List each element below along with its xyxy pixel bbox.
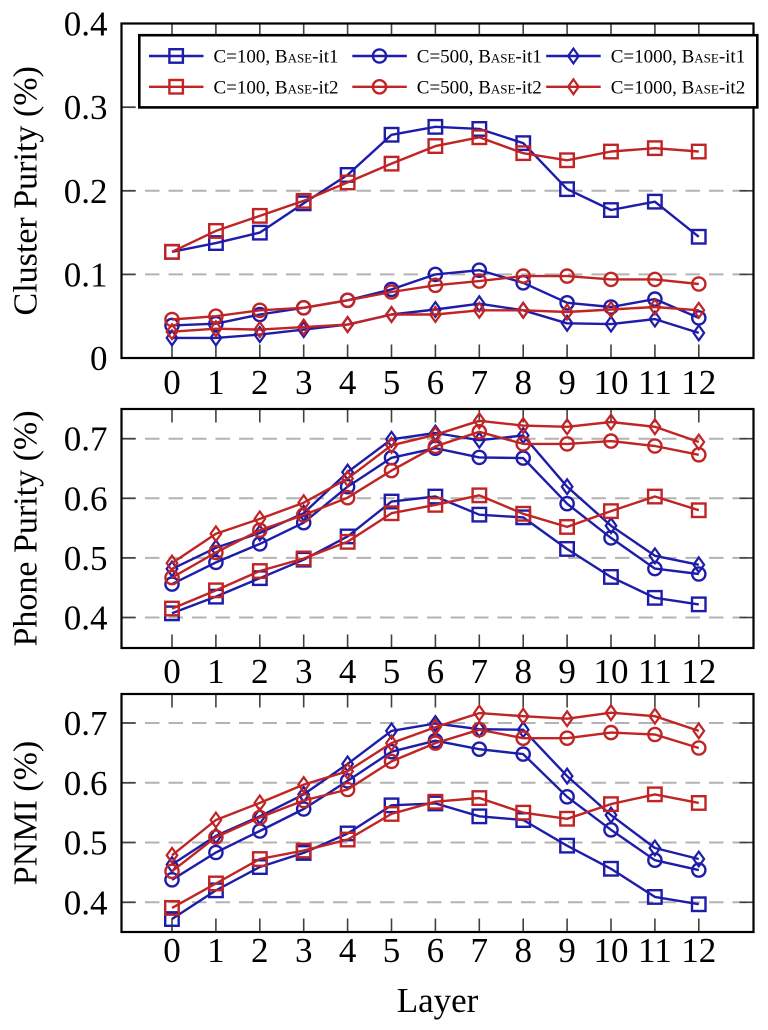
svg-text:0.7: 0.7 (64, 420, 108, 459)
svg-text:0.5: 0.5 (64, 824, 108, 863)
svg-text:7: 7 (471, 931, 489, 970)
svg-text:Phone Purity (%): Phone Purity (%) (8, 410, 45, 646)
svg-text:C=100, Base-it1: C=100, Base-it1 (214, 47, 339, 68)
svg-text:Layer: Layer (397, 981, 479, 1020)
svg-text:0.7: 0.7 (64, 704, 108, 743)
svg-text:8: 8 (514, 652, 532, 691)
svg-text:C=100, Base-it2: C=100, Base-it2 (214, 78, 339, 99)
svg-text:0.4: 0.4 (64, 883, 108, 922)
svg-text:10: 10 (594, 931, 629, 970)
svg-text:0.5: 0.5 (64, 539, 108, 578)
svg-text:8: 8 (514, 931, 532, 970)
svg-text:3: 3 (295, 363, 313, 402)
svg-text:9: 9 (558, 652, 576, 691)
svg-text:10: 10 (594, 652, 629, 691)
svg-text:0.6: 0.6 (64, 764, 108, 803)
svg-text:0.2: 0.2 (64, 172, 108, 211)
svg-text:0.4: 0.4 (64, 599, 108, 638)
svg-text:3: 3 (295, 931, 313, 970)
svg-text:1: 1 (207, 652, 225, 691)
svg-text:5: 5 (383, 363, 401, 402)
svg-text:3: 3 (295, 652, 313, 691)
svg-text:9: 9 (558, 931, 576, 970)
svg-text:11: 11 (638, 652, 672, 691)
svg-text:6: 6 (427, 363, 445, 402)
svg-text:7: 7 (471, 652, 489, 691)
svg-text:PNMI (%): PNMI (%) (8, 741, 45, 885)
svg-text:4: 4 (339, 652, 357, 691)
svg-text:0.4: 0.4 (64, 5, 108, 44)
svg-text:8: 8 (514, 363, 532, 402)
svg-text:5: 5 (383, 652, 401, 691)
svg-text:2: 2 (251, 652, 269, 691)
svg-text:0: 0 (90, 339, 108, 378)
svg-text:10: 10 (594, 363, 629, 402)
svg-text:9: 9 (558, 363, 576, 402)
svg-text:1: 1 (207, 363, 225, 402)
svg-text:12: 12 (681, 931, 716, 970)
svg-text:0: 0 (163, 652, 181, 691)
svg-text:C=1000, Base-it2: C=1000, Base-it2 (611, 78, 746, 99)
svg-text:12: 12 (681, 363, 716, 402)
svg-text:C=500, Base-it2: C=500, Base-it2 (417, 78, 542, 99)
svg-text:12: 12 (681, 652, 716, 691)
svg-text:0: 0 (163, 363, 181, 402)
svg-text:2: 2 (251, 363, 269, 402)
svg-text:C=500, Base-it1: C=500, Base-it1 (417, 47, 542, 68)
svg-text:2: 2 (251, 931, 269, 970)
svg-text:C=1000, Base-it1: C=1000, Base-it1 (611, 47, 746, 68)
svg-text:7: 7 (471, 363, 489, 402)
svg-text:0.1: 0.1 (64, 255, 108, 294)
svg-text:6: 6 (427, 931, 445, 970)
svg-text:6: 6 (427, 652, 445, 691)
svg-text:1: 1 (207, 931, 225, 970)
svg-text:4: 4 (339, 931, 357, 970)
svg-text:0.3: 0.3 (64, 88, 108, 127)
svg-text:11: 11 (638, 931, 672, 970)
svg-text:0.6: 0.6 (64, 479, 108, 518)
svg-text:Cluster Purity (%): Cluster Purity (%) (8, 66, 45, 315)
svg-text:0: 0 (163, 931, 181, 970)
svg-text:5: 5 (383, 931, 401, 970)
svg-text:11: 11 (638, 363, 672, 402)
svg-text:4: 4 (339, 363, 357, 402)
